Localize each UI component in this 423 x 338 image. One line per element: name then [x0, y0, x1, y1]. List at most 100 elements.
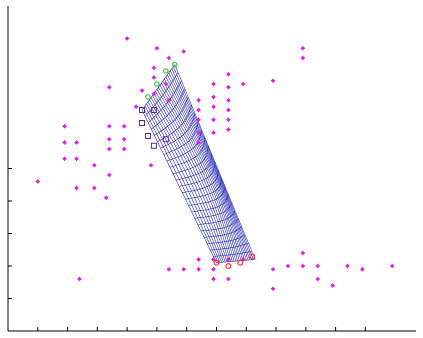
side-marker — [249, 253, 256, 260]
scatter-point — [151, 91, 157, 96]
scatter-point — [181, 267, 186, 272]
scatter-point — [196, 107, 201, 113]
scatter-point — [121, 124, 127, 129]
scatter-point — [151, 75, 157, 80]
scatter-point — [226, 98, 231, 103]
scatter-point — [211, 94, 216, 100]
mesh-v-line — [182, 170, 219, 193]
scatter-point — [211, 276, 216, 282]
scatter-point — [211, 117, 216, 122]
scatter-point — [196, 130, 201, 135]
mesh-v-line — [154, 96, 189, 136]
scatter-point — [345, 263, 350, 269]
scatter-point — [241, 257, 246, 262]
scatter-point — [62, 124, 67, 129]
scatter-point — [211, 104, 216, 109]
scatter-point — [124, 36, 130, 41]
box-marker — [139, 120, 146, 126]
mesh-v-line — [166, 129, 202, 162]
scatter-point — [211, 257, 216, 262]
mesh-surface — [141, 64, 256, 264]
scatter-point — [330, 283, 335, 288]
mesh-v-line — [191, 194, 229, 213]
scatter-point — [35, 179, 40, 184]
side-marker — [213, 259, 220, 266]
scatter-point — [62, 156, 67, 161]
scatter-point — [211, 81, 216, 87]
scatter-point — [300, 250, 306, 256]
scatter-point — [226, 72, 231, 77]
top-marker — [171, 61, 178, 68]
scatter-point — [241, 81, 246, 87]
mesh-u-line — [144, 105, 221, 263]
surface-markers — [139, 61, 256, 270]
box-marker — [150, 107, 157, 113]
scatter-point — [107, 146, 112, 152]
top-marker — [163, 68, 169, 74]
scatter-point — [181, 49, 186, 54]
box-marker — [144, 133, 151, 139]
scatter-point — [107, 172, 112, 178]
scatter-point — [226, 117, 231, 122]
mesh-u-line — [143, 107, 219, 263]
scatter-point — [226, 85, 231, 90]
scatter-point — [166, 267, 172, 272]
scatter-point — [74, 156, 79, 161]
mesh-v-line — [213, 251, 252, 257]
axes — [7, 6, 416, 332]
scatter-point — [226, 276, 231, 282]
scatter-point — [196, 117, 201, 122]
scatter-point — [107, 137, 112, 142]
scatter-points — [35, 36, 395, 291]
top-marker — [145, 94, 151, 100]
mesh-v-line — [185, 178, 222, 200]
scatter-point — [315, 263, 320, 269]
scatter-point — [211, 267, 216, 272]
scatter-point — [300, 55, 306, 61]
mesh-v-line — [204, 226, 242, 238]
scatter-point — [226, 107, 231, 113]
mesh-v-line — [210, 243, 249, 251]
scatter-point — [211, 130, 216, 135]
mesh-v-line — [141, 64, 176, 111]
scatter-point — [121, 146, 127, 152]
mesh-v-line — [179, 161, 216, 187]
scatter-point — [92, 185, 97, 191]
box-marker — [162, 136, 169, 143]
scatter-point — [300, 46, 306, 51]
scatter-point — [154, 46, 160, 51]
top-marker — [154, 81, 160, 87]
scatter-point — [389, 263, 395, 269]
mesh-v-line — [194, 202, 232, 219]
mesh-v-line — [197, 210, 236, 225]
scatter-point — [107, 124, 112, 129]
mesh-v-line — [169, 137, 206, 168]
mesh-v-line — [160, 113, 196, 149]
scatter-point — [196, 98, 201, 103]
scatter-point — [226, 127, 231, 132]
scatter-point — [270, 78, 276, 83]
mesh-v-line — [200, 218, 239, 232]
scatter-point — [270, 267, 276, 272]
mesh-v-line — [151, 88, 186, 130]
scatter-point — [62, 140, 67, 145]
scatter-point — [315, 276, 320, 282]
scatter-point — [139, 88, 145, 93]
scatter-point — [107, 85, 112, 90]
scatter-point — [148, 163, 154, 168]
scatter-point — [74, 140, 79, 145]
box-marker — [139, 107, 146, 113]
scatter-point — [300, 263, 306, 269]
scatter-point — [196, 140, 201, 145]
mesh-v-line — [176, 153, 212, 181]
mesh-v-line — [188, 186, 226, 206]
scatter-point — [166, 98, 172, 103]
scatter-point — [77, 276, 82, 282]
scatter-point — [196, 267, 201, 272]
side-marker — [237, 259, 244, 266]
scatter-point — [74, 185, 79, 191]
scatter-point — [360, 267, 365, 272]
box-marker — [150, 142, 157, 149]
scatter-point — [285, 263, 291, 269]
